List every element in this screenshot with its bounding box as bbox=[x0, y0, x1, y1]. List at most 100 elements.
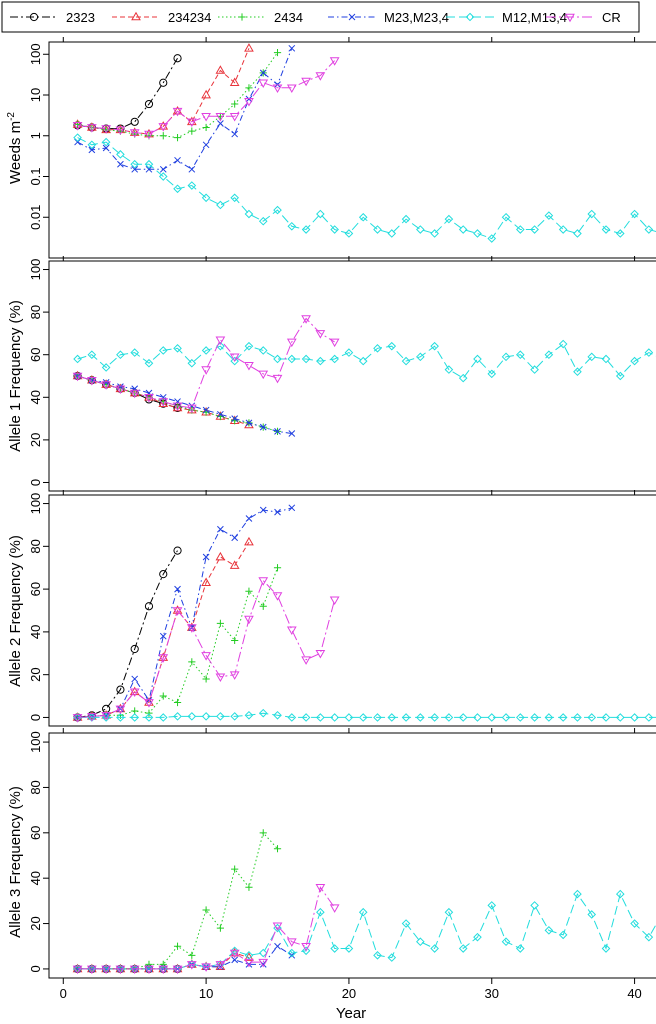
data-point bbox=[286, 84, 297, 94]
data-point bbox=[258, 948, 268, 958]
legend-label: 2434 bbox=[274, 10, 303, 25]
data-point bbox=[330, 944, 339, 953]
y-axis: 0 20 40 60 80 100 bbox=[28, 493, 49, 721]
data-point bbox=[245, 883, 253, 891]
data-point bbox=[430, 944, 439, 953]
series-line bbox=[77, 343, 656, 379]
y-tick-label: 100 bbox=[28, 493, 43, 515]
data-point bbox=[316, 209, 325, 219]
data-point bbox=[130, 159, 140, 169]
data-point bbox=[158, 398, 169, 407]
data-point bbox=[373, 713, 382, 722]
data-point bbox=[202, 406, 210, 414]
data-point bbox=[416, 352, 425, 362]
data-point bbox=[487, 713, 497, 722]
data-point bbox=[217, 525, 224, 533]
data-point bbox=[173, 344, 182, 353]
data-point bbox=[74, 138, 81, 146]
data-point bbox=[587, 713, 597, 722]
series-line bbox=[77, 579, 336, 718]
series-m12-m13-4 bbox=[73, 708, 656, 722]
data-point bbox=[287, 713, 297, 722]
data-point bbox=[144, 393, 154, 403]
data-point bbox=[74, 372, 81, 380]
data-point bbox=[172, 963, 183, 973]
legend-label: M12,M13,4 bbox=[502, 10, 567, 25]
data-point bbox=[129, 686, 140, 696]
data-point bbox=[558, 339, 568, 349]
data-point bbox=[144, 159, 154, 169]
data-point bbox=[201, 346, 211, 355]
data-point bbox=[601, 713, 611, 722]
data-point bbox=[516, 225, 525, 234]
data-point bbox=[487, 901, 497, 910]
panel-allele-2: Allele 2 Frequency (%) 0 20 40 60 80 100 bbox=[7, 490, 656, 727]
data-point bbox=[501, 212, 511, 222]
data-point bbox=[202, 553, 210, 561]
data-point bbox=[144, 713, 154, 722]
data-point bbox=[473, 713, 482, 722]
data-point bbox=[101, 381, 111, 390]
data-point bbox=[173, 712, 182, 721]
data-point bbox=[344, 713, 354, 722]
y-tick-label: 40 bbox=[28, 390, 43, 404]
data-point bbox=[344, 944, 354, 953]
data-point bbox=[201, 89, 211, 99]
data-point bbox=[72, 122, 83, 131]
data-point bbox=[358, 713, 368, 722]
data-point bbox=[86, 713, 97, 722]
data-point bbox=[158, 654, 169, 663]
series-line bbox=[77, 137, 656, 240]
data-point bbox=[115, 705, 126, 715]
data-point bbox=[501, 937, 511, 947]
y-tick-label: 40 bbox=[28, 871, 43, 885]
series-2434 bbox=[73, 829, 282, 973]
x-axis: Year 0 10 20 30 40 bbox=[60, 978, 642, 1022]
data-point bbox=[73, 354, 82, 364]
series-line bbox=[77, 60, 335, 135]
data-point bbox=[587, 209, 597, 219]
plot-frame bbox=[48, 732, 656, 979]
data-point bbox=[329, 904, 340, 913]
data-point bbox=[159, 165, 167, 173]
data-point bbox=[129, 965, 140, 975]
data-point bbox=[258, 708, 268, 718]
data-point bbox=[286, 338, 297, 348]
data-point bbox=[230, 946, 239, 956]
y-tick-label: 0.01 bbox=[28, 205, 43, 230]
series-line bbox=[77, 375, 292, 434]
data-point bbox=[258, 79, 269, 88]
data-point bbox=[573, 229, 582, 238]
data-point bbox=[173, 546, 182, 555]
data-point bbox=[416, 937, 425, 947]
data-point bbox=[601, 944, 611, 953]
data-point bbox=[201, 193, 211, 203]
data-point bbox=[258, 346, 268, 355]
data-point bbox=[244, 98, 254, 107]
data-point bbox=[201, 712, 211, 721]
data-point bbox=[573, 367, 582, 377]
data-point bbox=[188, 165, 196, 173]
data-point bbox=[358, 907, 368, 917]
data-point bbox=[644, 713, 654, 722]
data-point bbox=[330, 354, 339, 364]
y-axis-label-weeds-text: Weeds m bbox=[7, 121, 24, 184]
data-point bbox=[158, 713, 168, 722]
data-point bbox=[301, 946, 311, 956]
data-point bbox=[101, 125, 111, 134]
data-point bbox=[115, 703, 126, 713]
series-m23-m23-4 bbox=[74, 504, 296, 721]
data-point bbox=[72, 372, 83, 382]
data-point bbox=[558, 930, 568, 940]
data-point bbox=[301, 354, 311, 364]
data-point bbox=[473, 229, 482, 238]
series-cr bbox=[72, 883, 340, 975]
data-point bbox=[186, 959, 197, 968]
data-point bbox=[473, 932, 482, 942]
y-tick-label: 0.1 bbox=[28, 167, 43, 185]
y-tick-label: 100 bbox=[28, 731, 43, 753]
data-point bbox=[288, 430, 296, 437]
x-tick-label: 40 bbox=[627, 986, 641, 1001]
data-point bbox=[273, 845, 282, 853]
y-tick-label: 20 bbox=[28, 916, 43, 930]
